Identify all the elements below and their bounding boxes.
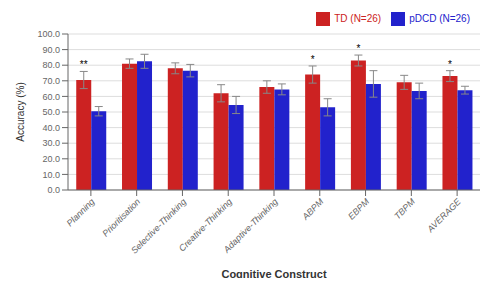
svg-text:Selective-Thinking: Selective-Thinking xyxy=(129,196,189,256)
svg-text:**: ** xyxy=(80,59,88,70)
svg-text:Cognitive Construct: Cognitive Construct xyxy=(221,268,326,278)
svg-text:40.0: 40.0 xyxy=(42,123,60,133)
svg-text:80.0: 80.0 xyxy=(42,60,60,70)
svg-text:60.0: 60.0 xyxy=(42,92,60,102)
svg-text:90.0: 90.0 xyxy=(42,45,60,55)
svg-text:30.0: 30.0 xyxy=(42,138,60,148)
svg-text:10.0: 10.0 xyxy=(42,170,60,180)
svg-text:ABPM: ABPM xyxy=(300,196,326,222)
svg-text:70.0: 70.0 xyxy=(42,76,60,86)
svg-text:*: * xyxy=(311,54,315,65)
svg-text:0.0: 0.0 xyxy=(47,185,60,195)
html-text:pDCD (N=26): pDCD (N=26) xyxy=(409,12,470,24)
svg-text:AVERAGE: AVERAGE xyxy=(425,196,464,235)
svg-text:EBPM: EBPM xyxy=(346,196,371,221)
svg-text:Prioritisation: Prioritisation xyxy=(100,197,142,239)
svg-text:*: * xyxy=(356,43,360,54)
html-text:TD (N=26): TD (N=26) xyxy=(334,12,382,24)
svg-text:50.0: 50.0 xyxy=(42,107,60,117)
svg-text:Creative-Thinking: Creative-Thinking xyxy=(176,196,234,254)
svg-text:100.0: 100.0 xyxy=(37,29,60,39)
svg-text:20.0: 20.0 xyxy=(42,154,60,164)
svg-text:Accuracy (%): Accuracy (%) xyxy=(15,82,26,141)
svg-text:Planning: Planning xyxy=(65,197,97,229)
svg-text:Adaptive-Thinking: Adaptive-Thinking xyxy=(221,197,280,256)
svg-text:*: * xyxy=(448,59,452,70)
svg-text:TBPM: TBPM xyxy=(392,196,417,221)
